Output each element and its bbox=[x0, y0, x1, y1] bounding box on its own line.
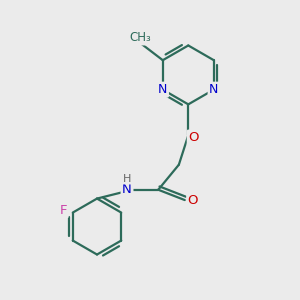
Text: O: O bbox=[188, 131, 199, 144]
Text: CH₃: CH₃ bbox=[129, 31, 151, 44]
Text: N: N bbox=[158, 83, 167, 96]
Text: O: O bbox=[188, 194, 198, 207]
Text: N: N bbox=[122, 183, 132, 196]
Text: N: N bbox=[209, 83, 218, 96]
Text: F: F bbox=[60, 204, 67, 217]
Text: H: H bbox=[123, 174, 131, 184]
